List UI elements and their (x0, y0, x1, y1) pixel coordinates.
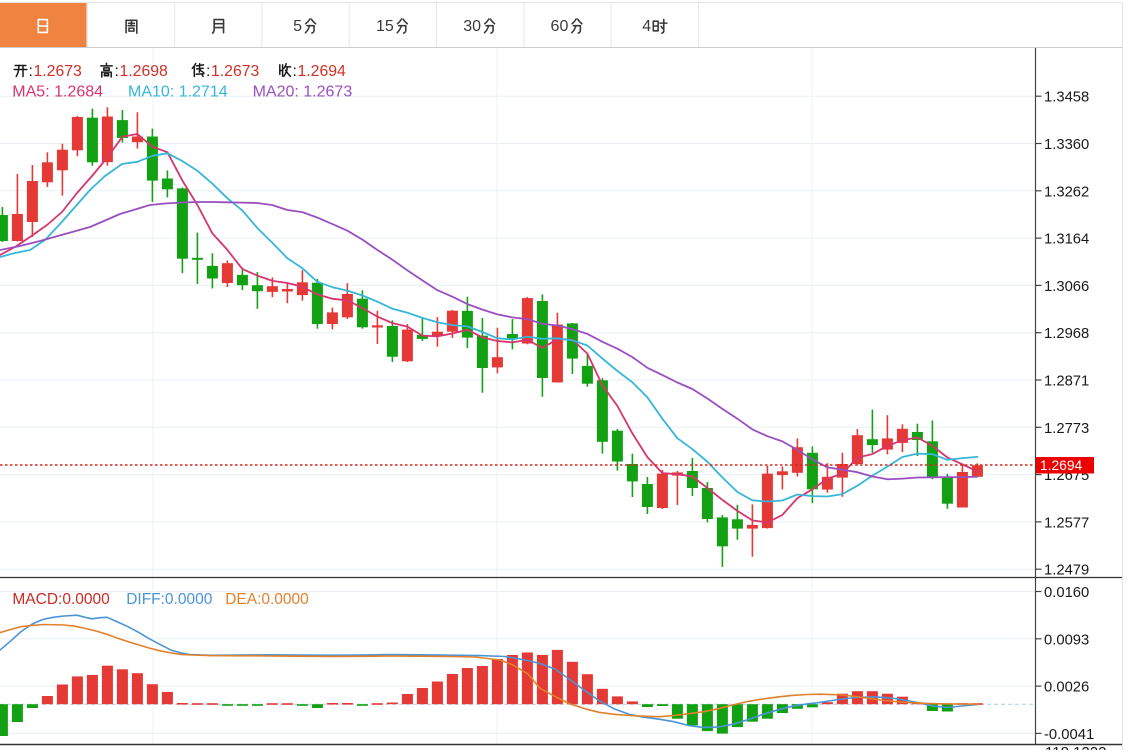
svg-text:1.2577: 1.2577 (1044, 515, 1089, 531)
svg-text:5: 5 (293, 18, 302, 35)
svg-text:1.3164: 1.3164 (1044, 232, 1089, 248)
svg-text::: : (206, 63, 210, 80)
svg-text:15: 15 (376, 18, 394, 35)
svg-text:1.3262: 1.3262 (1044, 184, 1089, 200)
svg-text:1.2694: 1.2694 (1040, 458, 1083, 473)
svg-text:1.2968: 1.2968 (1044, 326, 1089, 342)
svg-text:4: 4 (642, 18, 651, 35)
svg-text:1.2698: 1.2698 (120, 63, 169, 80)
svg-text:-0.0041: -0.0041 (1044, 727, 1094, 743)
svg-text:1.3066: 1.3066 (1044, 279, 1089, 295)
svg-text:1.2673: 1.2673 (34, 63, 83, 80)
svg-text:1.3458: 1.3458 (1044, 90, 1089, 106)
svg-text:1.2479: 1.2479 (1044, 563, 1089, 579)
svg-text::: : (29, 63, 33, 80)
svg-text::: : (115, 63, 119, 80)
svg-text:0.0026: 0.0026 (1044, 680, 1089, 696)
svg-text:118.1222: 118.1222 (1045, 744, 1106, 750)
svg-text:1.2773: 1.2773 (1044, 421, 1089, 437)
svg-text:1.3360: 1.3360 (1044, 137, 1089, 153)
svg-text:30: 30 (463, 18, 481, 35)
svg-text:0.0160: 0.0160 (1044, 585, 1089, 601)
svg-text:60: 60 (551, 18, 569, 35)
svg-text:1.2871: 1.2871 (1044, 374, 1089, 390)
svg-text:0.0093: 0.0093 (1044, 632, 1089, 648)
svg-text:1.2694: 1.2694 (298, 63, 347, 80)
svg-text:1.2673: 1.2673 (211, 63, 260, 80)
svg-text::: : (293, 63, 297, 80)
